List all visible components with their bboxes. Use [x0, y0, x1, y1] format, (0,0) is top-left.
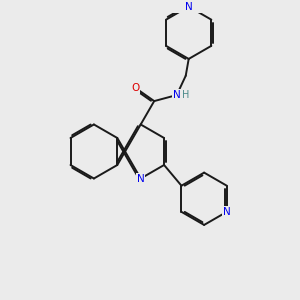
Text: N: N	[185, 2, 193, 12]
Text: N: N	[173, 90, 181, 100]
Text: O: O	[131, 83, 139, 93]
Text: N: N	[137, 173, 145, 184]
Text: N: N	[223, 207, 231, 217]
Text: H: H	[182, 90, 190, 100]
